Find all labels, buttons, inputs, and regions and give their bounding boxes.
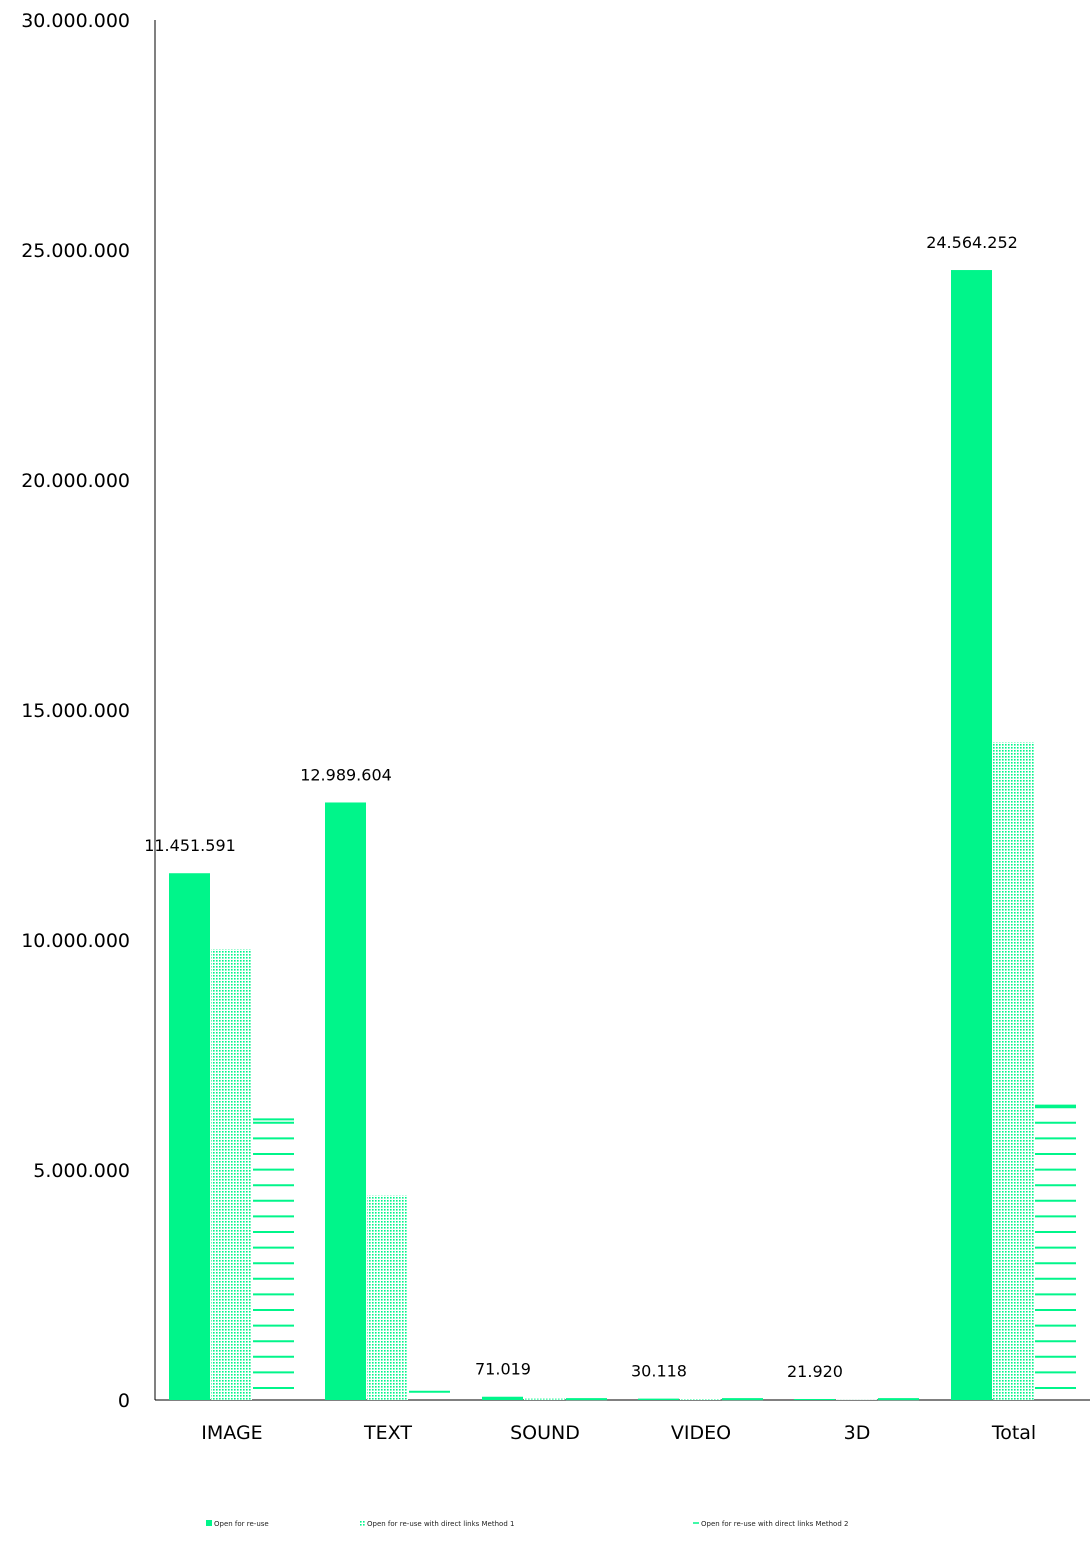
data-label: 24.564.252	[926, 233, 1018, 252]
legend-item: Open for re-use with direct links Method…	[693, 1520, 848, 1528]
bar-open-for-reuse	[951, 270, 992, 1400]
y-tick-label: 10.000.000	[21, 930, 130, 952]
legend-label: Open for re-use with direct links Method…	[701, 1520, 848, 1528]
data-labels: 11.451.591 12.989.604 71.019 30.118 21.920 24…	[144, 233, 1018, 1381]
category-label: Total	[991, 1422, 1036, 1444]
legend-swatch	[206, 1520, 212, 1526]
bars-layer	[169, 270, 1076, 1401]
legend: Open for re-use Open for re-use with dire…	[206, 1520, 848, 1528]
bar-direct-links-method-1	[211, 949, 252, 1400]
data-label: 12.989.604	[300, 765, 392, 784]
y-tick-label: 15.000.000	[21, 700, 130, 722]
bar-direct-links-method-2	[253, 1118, 294, 1389]
bar-direct-links-method-1	[524, 1398, 565, 1400]
bar-open-for-reuse	[169, 873, 210, 1400]
bar-open-for-reuse	[325, 802, 366, 1400]
data-label: 21.920	[787, 1362, 843, 1381]
category-labels: IMAGE TEXT SOUND VIDEO 3D Total	[201, 1422, 1036, 1444]
legend-label: Open for re-use with direct links Method…	[367, 1520, 514, 1528]
legend-label: Open for re-use	[214, 1520, 269, 1528]
category-label: TEXT	[363, 1422, 412, 1444]
bar-direct-links-method-1	[680, 1399, 721, 1400]
data-label: 71.019	[475, 1360, 531, 1379]
bar-open-for-reuse	[794, 1398, 835, 1400]
category-label: SOUND	[510, 1422, 580, 1444]
legend-swatch	[359, 1520, 365, 1526]
y-tick-label: 30.000.000	[21, 10, 130, 32]
category-label: 3D	[844, 1422, 871, 1444]
bar-open-for-reuse	[638, 1398, 679, 1400]
data-label: 30.118	[631, 1362, 687, 1381]
y-tick-label: 20.000.000	[21, 470, 130, 492]
category-label: VIDEO	[671, 1422, 731, 1444]
legend-item: Open for re-use with direct links Method…	[359, 1520, 514, 1528]
bar-direct-links-method-1	[993, 742, 1034, 1400]
bar-direct-links-method-2	[1035, 1104, 1076, 1389]
category-label: IMAGE	[201, 1422, 262, 1444]
y-tick-label: 0	[118, 1390, 130, 1412]
data-label: 11.451.591	[144, 836, 236, 855]
y-tick-label: 25.000.000	[21, 240, 130, 262]
y-tick-labels: 0 5.000.000 10.000.000 15.000.000 20.000.000…	[21, 10, 130, 1412]
y-tick-label: 5.000.000	[33, 1160, 130, 1182]
bar-open-for-reuse	[482, 1396, 523, 1400]
legend-item: Open for re-use	[206, 1520, 269, 1528]
bar-direct-links-method-1	[367, 1195, 408, 1400]
